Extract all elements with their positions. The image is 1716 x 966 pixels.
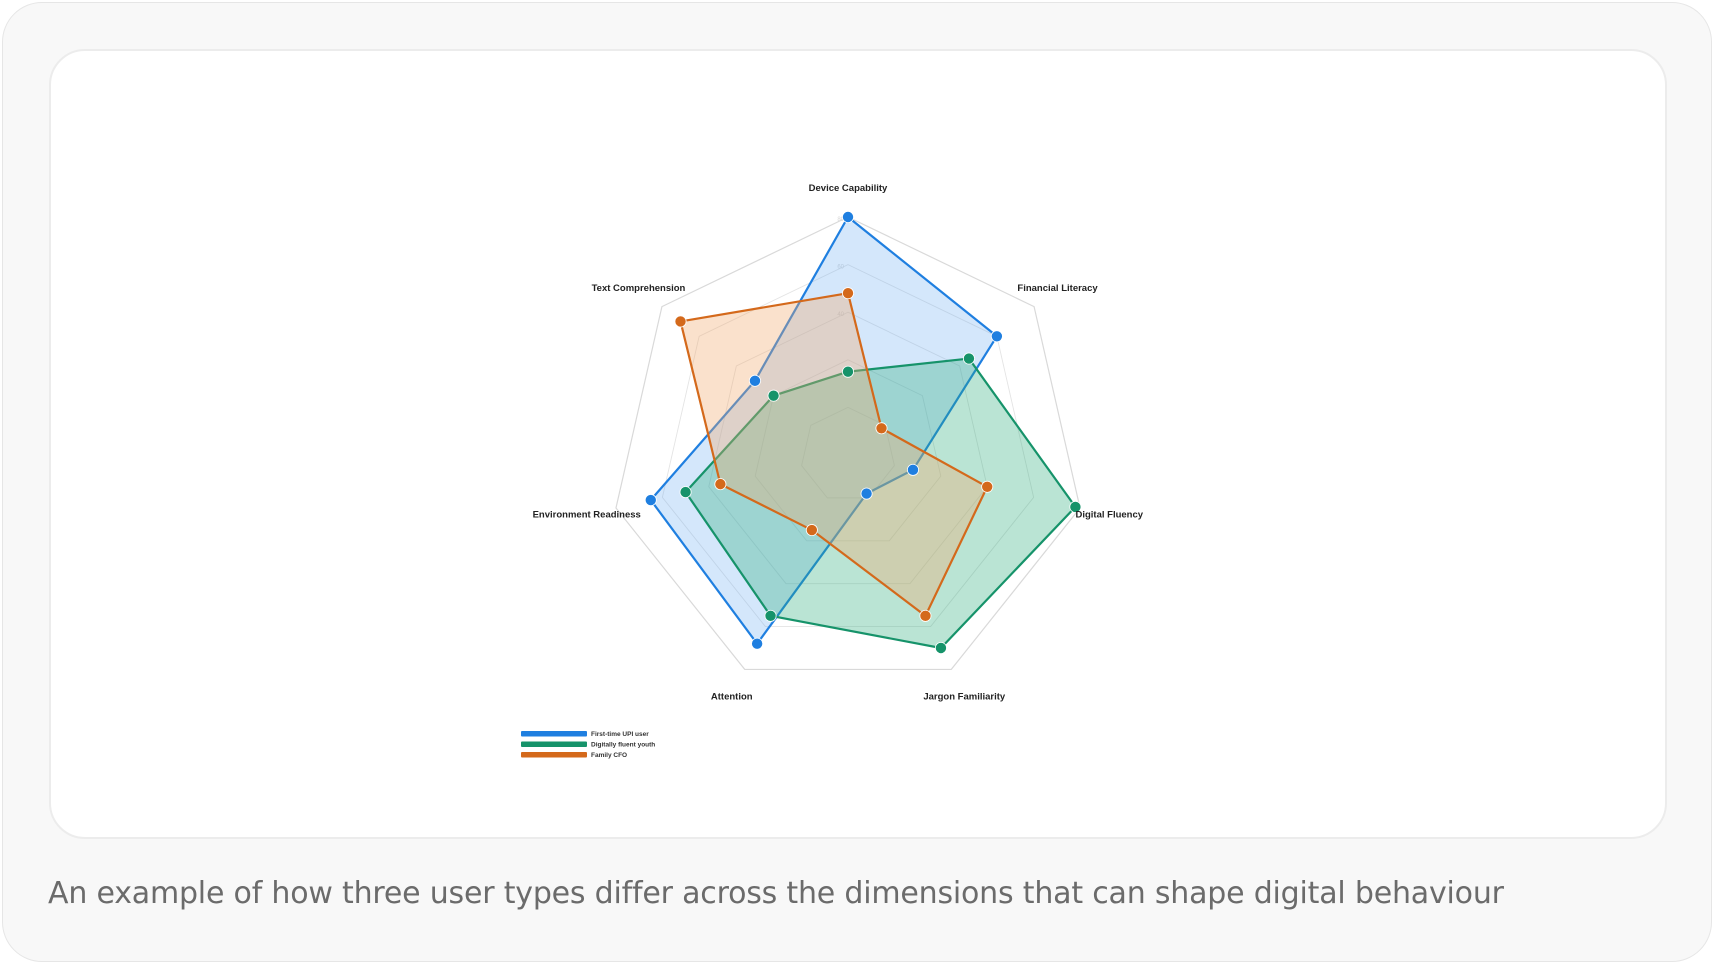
series-area (684, 357, 1077, 650)
grid-ring (661, 264, 1035, 627)
series-point (919, 609, 932, 622)
series-point (990, 330, 1003, 343)
axis-label: Financial Literacy (1017, 283, 1098, 294)
axis-label: Digital Fluency (1075, 510, 1143, 521)
series-point (748, 374, 761, 387)
axis-label: Device Capability (809, 183, 888, 194)
tick-label: 60 (837, 265, 844, 271)
grid-ring (615, 216, 1081, 671)
legend-swatch (521, 731, 587, 737)
series-point (860, 487, 873, 500)
series-point (674, 315, 687, 328)
series-point (805, 524, 818, 537)
series-area (649, 215, 998, 645)
tick-label: 40 (837, 312, 844, 318)
series-point (842, 287, 855, 300)
series-point (714, 478, 727, 491)
series-point (679, 486, 692, 499)
series-point (1069, 500, 1082, 513)
series-point (875, 422, 888, 435)
series-point (644, 494, 657, 507)
radar-series (644, 210, 1082, 654)
legend-swatch (521, 741, 587, 747)
axis-label: Environment Readiness (533, 510, 641, 521)
series-point (751, 637, 764, 650)
grid-ring (708, 311, 988, 585)
axis-label: Text Comprehension (592, 283, 686, 294)
series-point (934, 641, 947, 654)
series-point (962, 352, 975, 365)
legend-label: Digitally fluent youth (591, 742, 655, 749)
tick-label: 80 (837, 217, 844, 223)
axis-label: Attention (711, 691, 753, 702)
series-area (679, 292, 989, 617)
radar-axis-labels: Device Capability Financial Literacy Digit… (533, 183, 1144, 702)
chart-legend: First-time UPI user Digitally fluent yout… (521, 731, 655, 759)
series-point (764, 609, 777, 622)
legend-swatch (521, 752, 587, 758)
series-point (981, 480, 994, 493)
legend-label: First-time UPI user (591, 731, 649, 738)
chart-card (49, 49, 1667, 839)
radar-grid (615, 216, 1081, 671)
radar-tick-labels: 40 60 80 (837, 217, 844, 318)
legend-label: Family CFO (591, 752, 627, 759)
axis-label: Jargon Familiarity (923, 691, 1006, 702)
series-point (906, 463, 919, 476)
series-point (842, 365, 855, 378)
series-point (767, 389, 780, 402)
series-point (842, 210, 855, 223)
figure-caption: An example of how three user types diffe… (48, 876, 1504, 911)
grid-ring (754, 359, 942, 542)
